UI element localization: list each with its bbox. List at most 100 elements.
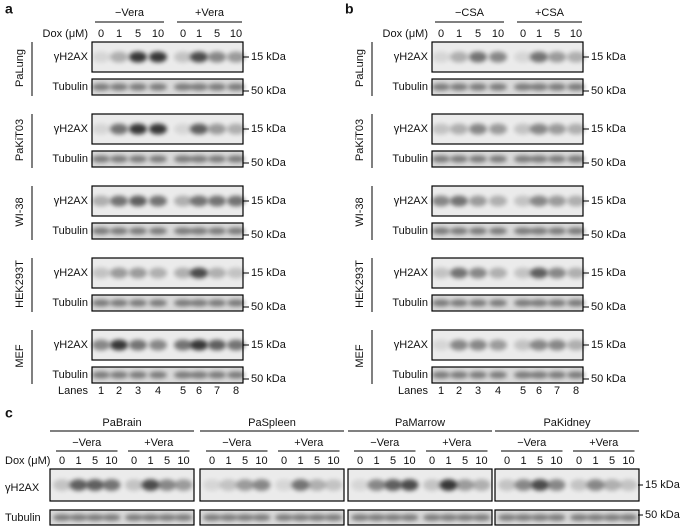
size: 15 kDa xyxy=(251,195,287,207)
band xyxy=(308,479,326,491)
size: 15 kDa xyxy=(591,195,627,207)
band xyxy=(190,371,208,379)
band xyxy=(432,299,450,307)
band xyxy=(92,83,110,91)
band xyxy=(227,299,245,307)
antibody: γH2AX xyxy=(394,123,429,135)
band xyxy=(129,371,147,379)
band xyxy=(174,83,192,91)
cell-line: MEF xyxy=(354,344,366,368)
band xyxy=(367,479,386,491)
band xyxy=(129,51,147,63)
band xyxy=(208,51,226,63)
band xyxy=(530,299,548,307)
band xyxy=(129,195,147,207)
cell-line: PaKiT03 xyxy=(14,119,26,161)
antibody: Tubulin xyxy=(392,81,428,93)
band xyxy=(472,479,491,491)
band xyxy=(69,479,88,491)
band xyxy=(514,479,533,491)
lane: 7 xyxy=(554,385,560,397)
tissue: PaBrain xyxy=(102,417,141,429)
group-label: +Vera xyxy=(589,437,619,449)
tissue: PaKidney xyxy=(543,417,591,429)
size: 50 kDa xyxy=(645,509,681,521)
band xyxy=(174,299,192,307)
cell-line: HEK293T xyxy=(14,260,26,308)
dose: 1 xyxy=(536,28,542,40)
band xyxy=(190,155,208,163)
group-label: −Vera xyxy=(115,7,145,19)
dose: 1 xyxy=(116,28,122,40)
lane: 8 xyxy=(233,385,239,397)
size: 15 kDa xyxy=(251,339,287,351)
band xyxy=(190,83,208,91)
lane: 5 xyxy=(520,385,526,397)
size: 50 kDa xyxy=(251,301,287,313)
band xyxy=(472,514,491,521)
band xyxy=(141,479,160,491)
band xyxy=(547,514,566,521)
band xyxy=(53,479,71,491)
antibody: Tubulin xyxy=(52,369,88,381)
band xyxy=(489,339,507,351)
dose: 5 xyxy=(462,455,468,467)
band xyxy=(514,155,532,163)
band xyxy=(227,339,245,351)
dose: 10 xyxy=(492,28,504,40)
band xyxy=(514,83,532,91)
band xyxy=(548,51,566,63)
dose: 1 xyxy=(196,28,202,40)
band xyxy=(469,195,487,207)
panel-label: a xyxy=(5,1,13,17)
band xyxy=(227,195,245,207)
tissue: PaMarrow xyxy=(395,417,445,429)
blot xyxy=(494,509,640,526)
dose: 10 xyxy=(403,455,415,467)
band xyxy=(219,479,238,491)
dose: 0 xyxy=(357,455,363,467)
group-label: −Vera xyxy=(517,437,547,449)
group-label: +Vera xyxy=(294,437,324,449)
antibody: γH2AX xyxy=(54,195,89,207)
band xyxy=(190,299,208,307)
dose: 5 xyxy=(314,455,320,467)
band xyxy=(92,51,110,63)
lane: 8 xyxy=(573,385,579,397)
dose: 5 xyxy=(92,455,98,467)
band xyxy=(514,371,532,379)
band xyxy=(531,514,549,521)
size: 50 kDa xyxy=(591,85,627,97)
antibody: γH2AX xyxy=(54,51,89,63)
band xyxy=(174,227,192,235)
band xyxy=(469,267,487,279)
antibody: Tubulin xyxy=(392,297,428,309)
antibody: Tubulin xyxy=(52,297,88,309)
band xyxy=(208,371,226,379)
band xyxy=(190,51,208,63)
band xyxy=(252,514,271,521)
band xyxy=(530,51,548,63)
band xyxy=(174,479,193,491)
band xyxy=(489,123,507,135)
dose: 0 xyxy=(209,455,215,467)
lane: 5 xyxy=(180,385,186,397)
band xyxy=(567,123,585,135)
band xyxy=(174,514,193,521)
band xyxy=(432,83,450,91)
band xyxy=(92,195,110,207)
band xyxy=(514,299,532,307)
lane: 4 xyxy=(155,385,161,397)
band xyxy=(514,195,532,207)
band xyxy=(158,479,176,491)
band xyxy=(450,83,468,91)
blot xyxy=(49,509,195,526)
size: 15 kDa xyxy=(251,267,287,279)
dose: 10 xyxy=(570,28,582,40)
dose: 10 xyxy=(550,455,562,467)
group-label: +Vera xyxy=(144,437,174,449)
band xyxy=(190,195,208,207)
dose: 0 xyxy=(98,28,104,40)
band xyxy=(275,479,293,491)
band xyxy=(129,299,147,307)
